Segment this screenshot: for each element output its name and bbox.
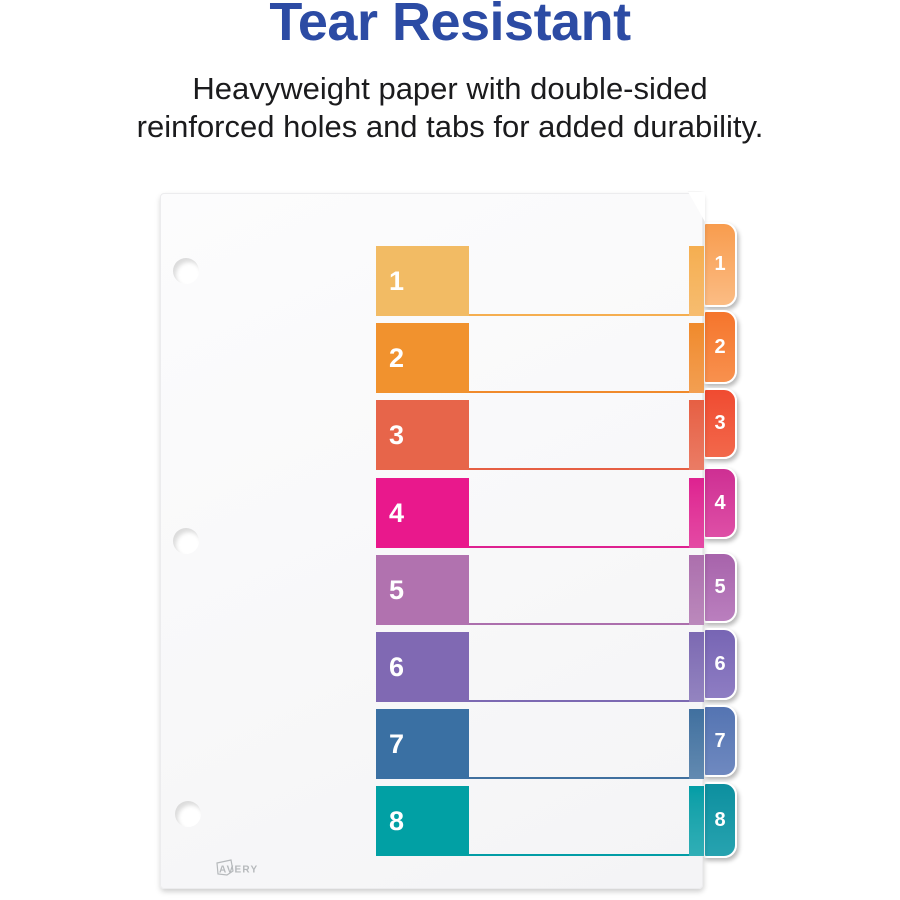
avery-logo-text: AVERY	[219, 865, 258, 876]
subtitle-line-1: Heavyweight paper with double-sided	[192, 71, 708, 106]
row-number: 2	[389, 342, 405, 373]
index-tab: 3	[703, 388, 737, 459]
row-number-block: 8	[376, 786, 469, 856]
punch-hole-top	[173, 258, 199, 284]
row-underline	[469, 391, 704, 393]
row-number-block: 6	[376, 632, 469, 702]
row-underline	[469, 314, 704, 316]
row-edge-strip	[689, 632, 704, 702]
row-underline	[469, 777, 704, 779]
index-tab: 6	[703, 628, 737, 700]
row-number: 5	[389, 574, 405, 605]
row-number: 6	[389, 651, 405, 682]
tab-number: 7	[714, 729, 726, 752]
subtitle-line-2: reinforced holes and tabs for added dura…	[136, 109, 764, 144]
row-edge-strip	[689, 246, 704, 316]
avery-logo-tag-icon	[216, 859, 234, 876]
row-edge-strip	[689, 555, 704, 625]
divider-sheet: 1 2 3 4 5 6 7	[160, 193, 704, 889]
row-edge-strip	[689, 709, 704, 779]
row-number: 7	[389, 728, 405, 759]
row-number: 8	[389, 805, 405, 836]
row-number-block: 2	[376, 323, 469, 393]
index-tab: 5	[703, 552, 737, 623]
divider-row: 1	[161, 246, 704, 316]
page-title: Tear Resistant	[269, 0, 631, 52]
row-number: 3	[389, 419, 405, 450]
row-underline	[469, 623, 704, 625]
divider-row: 6	[161, 632, 704, 702]
tab-number: 5	[714, 576, 726, 598]
row-underline	[469, 700, 704, 702]
divider-row: 3	[161, 400, 704, 470]
row-edge-strip	[689, 400, 704, 470]
row-edge-strip	[689, 323, 704, 393]
index-tab: 4	[703, 467, 737, 539]
index-tab: 8	[703, 782, 737, 858]
tab-number: 3	[714, 412, 726, 434]
tab-number: 2	[714, 335, 726, 358]
row-number: 4	[389, 497, 405, 528]
divider-row: 4	[161, 478, 704, 548]
row-edge-strip	[689, 478, 704, 548]
index-tab: 7	[703, 705, 737, 777]
index-tab: 1	[703, 222, 737, 307]
punch-hole-bottom	[175, 801, 201, 827]
punch-hole-middle	[173, 528, 199, 554]
page-subtitle: Heavyweight paper with double-sided rein…	[0, 70, 900, 146]
row-number-block: 4	[376, 478, 469, 548]
divider-row: 2	[161, 323, 704, 393]
row-underline	[469, 468, 704, 470]
tab-number: 6	[714, 652, 726, 675]
row-number-block: 5	[376, 555, 469, 625]
tab-number: 8	[714, 808, 726, 831]
tab-number: 1	[714, 253, 726, 275]
avery-logo: AVERY	[216, 859, 258, 876]
tab-number: 4	[714, 491, 726, 514]
row-number-block: 3	[376, 400, 469, 470]
divider-row: 5	[161, 555, 704, 625]
divider-row: 8	[161, 786, 704, 856]
row-number: 1	[389, 265, 405, 296]
index-tab: 2	[703, 310, 737, 384]
divider-row: 7	[161, 709, 704, 779]
row-underline	[469, 854, 704, 856]
row-number-block: 1	[376, 246, 469, 316]
row-underline	[469, 546, 704, 548]
row-number-block: 7	[376, 709, 469, 779]
row-edge-strip	[689, 786, 704, 856]
